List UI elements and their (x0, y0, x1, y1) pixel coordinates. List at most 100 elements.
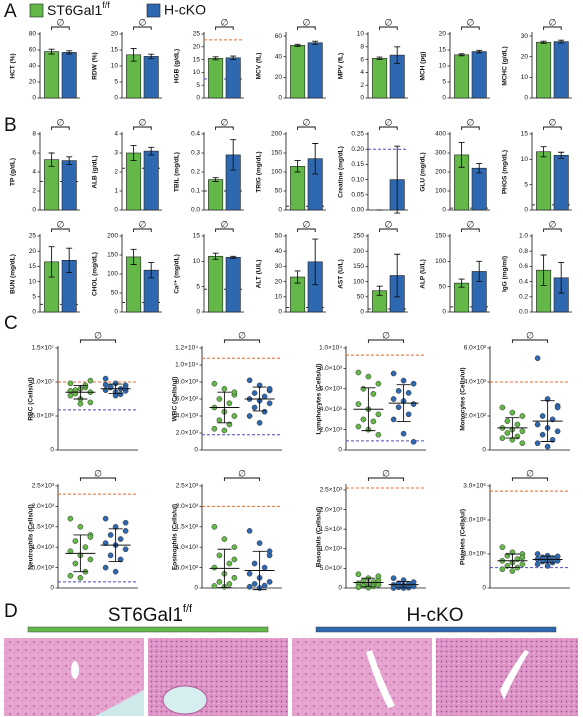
error-bar (148, 53, 155, 60)
significance-label: ∅ (220, 117, 228, 127)
y-tick-label: 1 (114, 188, 118, 195)
data-point (102, 540, 109, 546)
y-tick-label: 250 (353, 233, 364, 240)
y-tick-label: 4 (114, 131, 118, 138)
data-point (266, 579, 273, 585)
significance-label: ∅ (466, 117, 474, 127)
y-axis-label: ALB (g/dL) (92, 155, 99, 188)
y-tick-label: 1.0 (519, 233, 528, 240)
y-tick-label: 4 (360, 69, 364, 76)
sd-bar (73, 384, 88, 400)
y-tick-label: 100 (271, 169, 282, 176)
y-tick-label: 20 (439, 31, 447, 38)
y-tick-label: 6 (360, 56, 364, 63)
significance-label: ∅ (238, 468, 246, 478)
y-tick-label: 150 (107, 252, 118, 259)
y-tick-label: 8 (32, 131, 36, 138)
bar (307, 42, 323, 99)
error-bar (130, 144, 137, 162)
y-tick-label: 40 (275, 53, 283, 60)
y-tick-label: 0 (482, 585, 486, 592)
scatter-chart: 0 5.0×10² 1.0×10³ 1.5×10³ 2.0×10³ 2.5×10³ Eosi… (172, 468, 282, 592)
data-point (499, 435, 506, 441)
y-tick-label: 20 (521, 53, 529, 60)
y-axis-label: Lymphocytes (Cells/ul) (316, 364, 323, 435)
data-point (87, 556, 94, 563)
significance-bracket (215, 26, 234, 30)
y-tick-label: 5 (442, 79, 446, 86)
y-tick-label: 0 (50, 447, 54, 454)
y-axis-label: TRIG (mg/dL) (256, 151, 263, 192)
significance-label: ∅ (56, 17, 64, 27)
y-axis-label: Platelets (Cells/ul) (460, 509, 467, 565)
data-point (519, 428, 526, 435)
data-point (519, 413, 526, 419)
y-tick-label: 0.15 (351, 161, 364, 168)
y-tick-label: 25 (193, 31, 201, 38)
data-point (539, 431, 546, 438)
significance-bracket (379, 228, 398, 232)
significance-bracket (297, 126, 316, 130)
data-point (122, 528, 129, 534)
data-point (534, 355, 541, 362)
y-tick-label: 2.0×10³ (320, 426, 343, 433)
y-tick-label: 6.0×10³ (320, 386, 343, 393)
error-bar (212, 252, 219, 260)
sd-bar (361, 387, 376, 432)
y-tick-label: 0 (442, 309, 446, 316)
data-point (499, 566, 506, 573)
data-point (72, 538, 79, 544)
data-point (554, 428, 561, 435)
sd-bar (396, 581, 411, 589)
bar-chart: 0.00 0.05 0.10 0.15 0.20 0.25 Creatine (mg/dL)… (338, 117, 408, 214)
y-tick-label: 10 (521, 156, 529, 163)
y-tick-label: 5.0×10² (32, 564, 55, 571)
y-tick-label: 10 (193, 258, 201, 265)
data-point (87, 534, 94, 540)
error-bar (394, 253, 401, 298)
error-bar (66, 50, 73, 55)
legend-entry: H-cKO (164, 2, 206, 18)
bar (126, 152, 142, 211)
error-bar (476, 260, 483, 283)
y-tick-label: 5.0×10² (176, 564, 199, 571)
bar-chart: 0 50 100 150 ALP (U/L) ∅ (420, 219, 490, 316)
data-point (410, 438, 417, 445)
data-point (355, 584, 362, 591)
bar (225, 256, 241, 313)
group-label: ST6Gal1f/f (108, 603, 193, 626)
legend-sup: f/f (102, 0, 110, 10)
y-tick-label: 0 (482, 447, 486, 454)
data-point (499, 544, 506, 551)
significance-bracket (133, 126, 152, 130)
data-point (102, 564, 109, 571)
y-tick-label: 2.0×10⁶ (463, 517, 486, 524)
y-tick-label: 2.0×10³ (32, 503, 55, 510)
data-point (261, 564, 268, 571)
data-point (509, 568, 516, 574)
vessel (500, 650, 529, 700)
data-point (67, 548, 74, 555)
bar (471, 167, 487, 211)
y-tick-label: 40 (275, 248, 283, 255)
y-tick-label: 2.5×10³ (32, 483, 55, 490)
histology-image (436, 638, 578, 716)
significance-bracket (461, 228, 480, 232)
data-point (400, 430, 407, 437)
scatter-chart: 0 5.0×10⁶ 1.0×10⁷ 1.5×10⁷ RBC (Cells/ul) ∅ (28, 330, 138, 454)
sd-bar (252, 386, 267, 412)
significance-label: ∅ (466, 17, 474, 27)
y-tick-label: 0 (32, 309, 36, 316)
data-point (216, 579, 223, 585)
data-point (504, 418, 511, 424)
y-tick-label: 10 (521, 74, 529, 81)
y-tick-label: 1.2×10⁴ (175, 345, 198, 352)
significance-label: ∅ (548, 17, 556, 27)
error-bar (130, 47, 137, 62)
y-tick-label: 1.0×10⁴ (175, 362, 198, 369)
data-point (266, 385, 273, 392)
y-tick-label: 0.2 (191, 169, 200, 176)
significance-label: ∅ (384, 219, 392, 229)
sd-bar (73, 534, 88, 573)
histology-panel: ST6Gal1f/f H-cKO (4, 603, 578, 716)
